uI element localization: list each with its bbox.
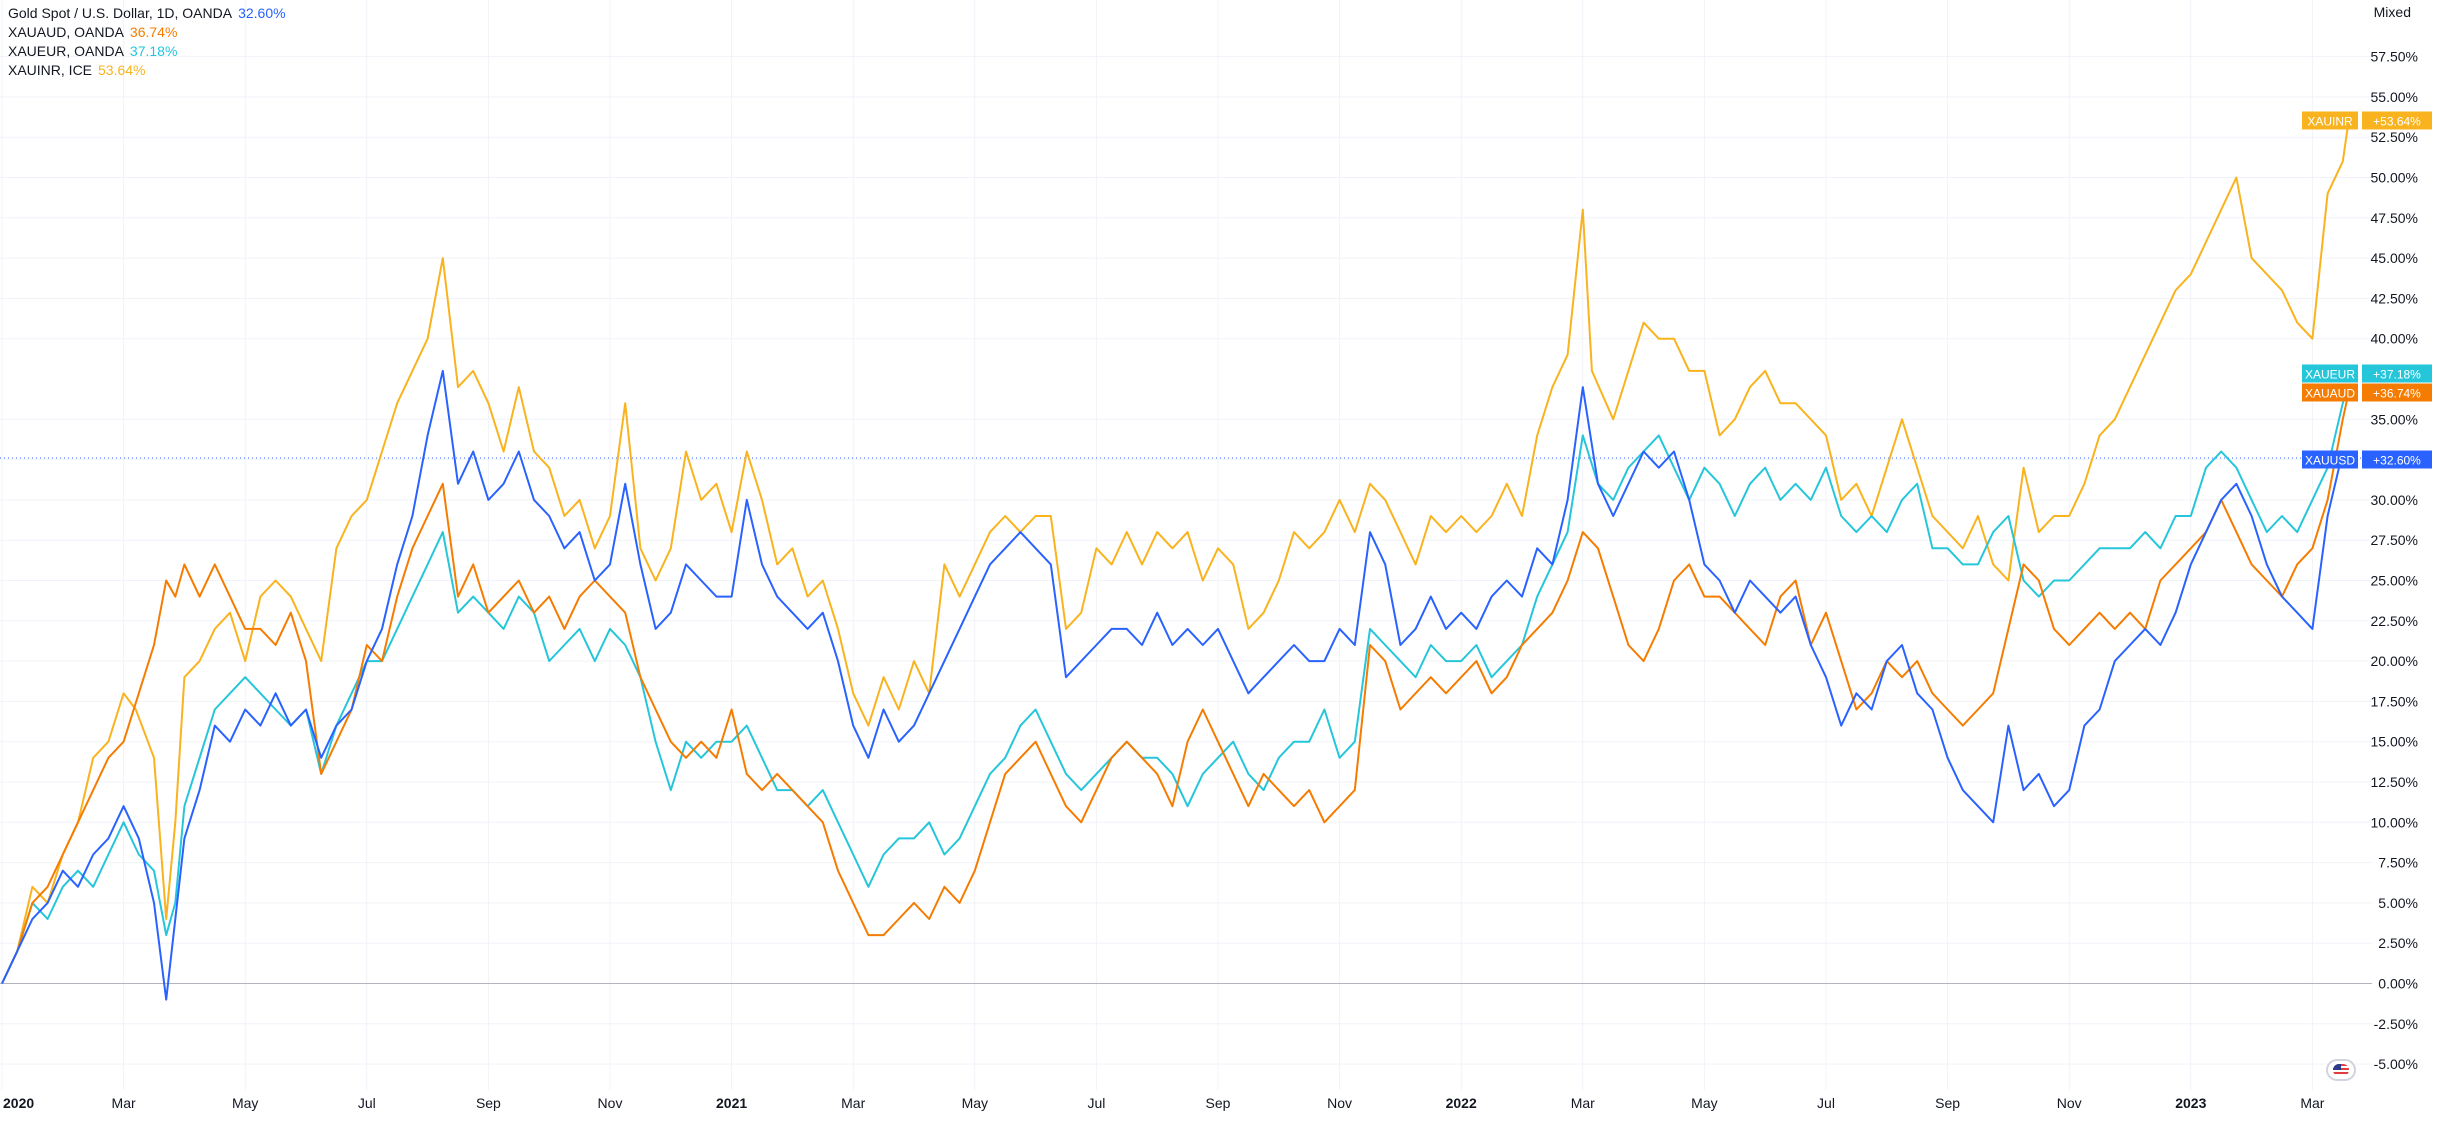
series-line-xauusd	[1, 369, 2350, 1001]
x-tick-label: May	[962, 1095, 988, 1111]
y-tick-label: 25.00%	[2371, 573, 2418, 589]
legend-value: 36.74%	[129, 24, 178, 40]
x-tick-label: Nov	[598, 1095, 623, 1111]
x-tick-label: Jul	[358, 1095, 376, 1111]
x-tick-label: May	[1691, 1095, 1717, 1111]
tag-value-bg	[2362, 364, 2432, 383]
tag-value-bg	[2362, 111, 2432, 130]
x-tick-label: Sep	[1935, 1095, 1960, 1111]
tag-name: XAUUSD	[2305, 454, 2355, 468]
legend-label: XAUEUR, OANDA	[8, 43, 124, 59]
x-tick-label: May	[232, 1095, 258, 1111]
legend-item-xauinr[interactable]: XAUINR, ICE 53.64%	[8, 61, 286, 80]
y-tick-label: 7.50%	[2378, 855, 2418, 871]
legend-item-xauaud[interactable]: XAUAUD, OANDA 36.74%	[8, 23, 286, 42]
legend-value: 32.60%	[238, 5, 286, 21]
y-tick-label: 57.50%	[2371, 49, 2418, 65]
y-tick-label: 35.00%	[2371, 411, 2418, 427]
y-tick-label: 47.50%	[2371, 210, 2418, 226]
x-tick-label: Jul	[1817, 1095, 1835, 1111]
legend-item-xauusd[interactable]: Gold Spot / U.S. Dollar, 1D, OANDA 32.60%	[8, 4, 286, 23]
series-lines	[1, 118, 2350, 1001]
legend: Gold Spot / U.S. Dollar, 1D, OANDA 32.60%…	[8, 4, 286, 80]
x-tick-label: 2022	[1446, 1095, 1477, 1111]
x-tick-label: Mar	[112, 1095, 136, 1111]
legend-label: Gold Spot / U.S. Dollar, 1D, OANDA	[8, 5, 233, 21]
y-tick-label: 52.50%	[2371, 129, 2418, 145]
currency-flag-icon[interactable]	[2326, 1059, 2356, 1081]
legend-item-xaueur[interactable]: XAUEUR, OANDA 37.18%	[8, 42, 286, 61]
series-line-xauaud	[1, 391, 2350, 984]
time-axis[interactable]: 2020 Mar May Jul Sep Nov 2021 Mar May Jul Sep Nov 20…	[3, 1095, 2325, 1111]
y-tick-label: 5.00%	[2378, 895, 2418, 911]
x-tick-label: Nov	[1327, 1095, 1352, 1111]
legend-value: 37.18%	[129, 43, 178, 59]
tag-name-bg	[2302, 364, 2358, 383]
y-tick-label: 50.00%	[2371, 170, 2418, 186]
series-line-xauinr	[1, 118, 2350, 984]
tag-value-bg	[2362, 450, 2432, 469]
y-tick-label: 20.00%	[2371, 653, 2418, 669]
y-tick-label: 17.50%	[2371, 693, 2418, 709]
legend-value: 53.64%	[98, 62, 146, 78]
y-tick-label: 30.00%	[2371, 492, 2418, 508]
y-tick-label: -5.00%	[2374, 1056, 2418, 1072]
tag-value: +32.60%	[2373, 454, 2421, 468]
tag-name: XAUINR	[2307, 115, 2353, 129]
y-tick-label: 27.50%	[2371, 532, 2418, 548]
x-tick-label: Nov	[2057, 1095, 2082, 1111]
price-axis[interactable]: 57.50% 55.00% 52.50% 50.00% 47.50% 45.00% 42.5…	[2371, 49, 2418, 1073]
tag-name: XAUEUR	[2305, 368, 2355, 382]
y-tick-label: 22.50%	[2371, 613, 2418, 629]
y-tick-label: 55.00%	[2371, 89, 2418, 105]
us-flag-icon	[2333, 1064, 2349, 1076]
x-tick-label: Sep	[1206, 1095, 1231, 1111]
y-tick-label: -2.50%	[2374, 1016, 2418, 1032]
tag-name-bg	[2302, 383, 2358, 402]
legend-label: XAUINR, ICE	[8, 62, 93, 78]
tag-name-bg	[2302, 450, 2358, 469]
last-value-tags: XAUINR +53.64% XAUEUR +37.18% XAUAUD +36.74% X…	[2302, 111, 2432, 469]
x-tick-label: 2023	[2175, 1095, 2206, 1111]
y-tick-label: 0.00%	[2378, 976, 2418, 992]
y-tick-label: 45.00%	[2371, 250, 2418, 266]
series-line-xaueur	[1, 383, 2350, 984]
x-tick-label: Mar	[1571, 1095, 1595, 1111]
tag-value: +37.18%	[2373, 368, 2421, 382]
x-tick-label: Mar	[841, 1095, 865, 1111]
y-tick-label: 42.50%	[2371, 290, 2418, 306]
x-tick-label: Mar	[2300, 1095, 2324, 1111]
legend-label: XAUAUD, OANDA	[8, 24, 124, 40]
x-tick-label: 2021	[716, 1095, 747, 1111]
y-tick-label: 12.50%	[2371, 774, 2418, 790]
y-tick-label: 40.00%	[2371, 331, 2418, 347]
tag-name-bg	[2302, 111, 2358, 130]
x-tick-label: 2020	[3, 1095, 34, 1111]
y-tick-label: 15.00%	[2371, 734, 2418, 750]
y-tick-label: 10.00%	[2371, 814, 2418, 830]
x-tick-label: Sep	[476, 1095, 501, 1111]
x-tick-label: Jul	[1087, 1095, 1105, 1111]
tag-value: +53.64%	[2373, 115, 2421, 129]
tag-name: XAUAUD	[2305, 387, 2355, 401]
tag-value: +36.74%	[2373, 387, 2421, 401]
y-tick-label: 2.50%	[2378, 935, 2418, 951]
tag-value-bg	[2362, 383, 2432, 402]
scale-mode-label[interactable]: Mixed	[2373, 4, 2411, 20]
